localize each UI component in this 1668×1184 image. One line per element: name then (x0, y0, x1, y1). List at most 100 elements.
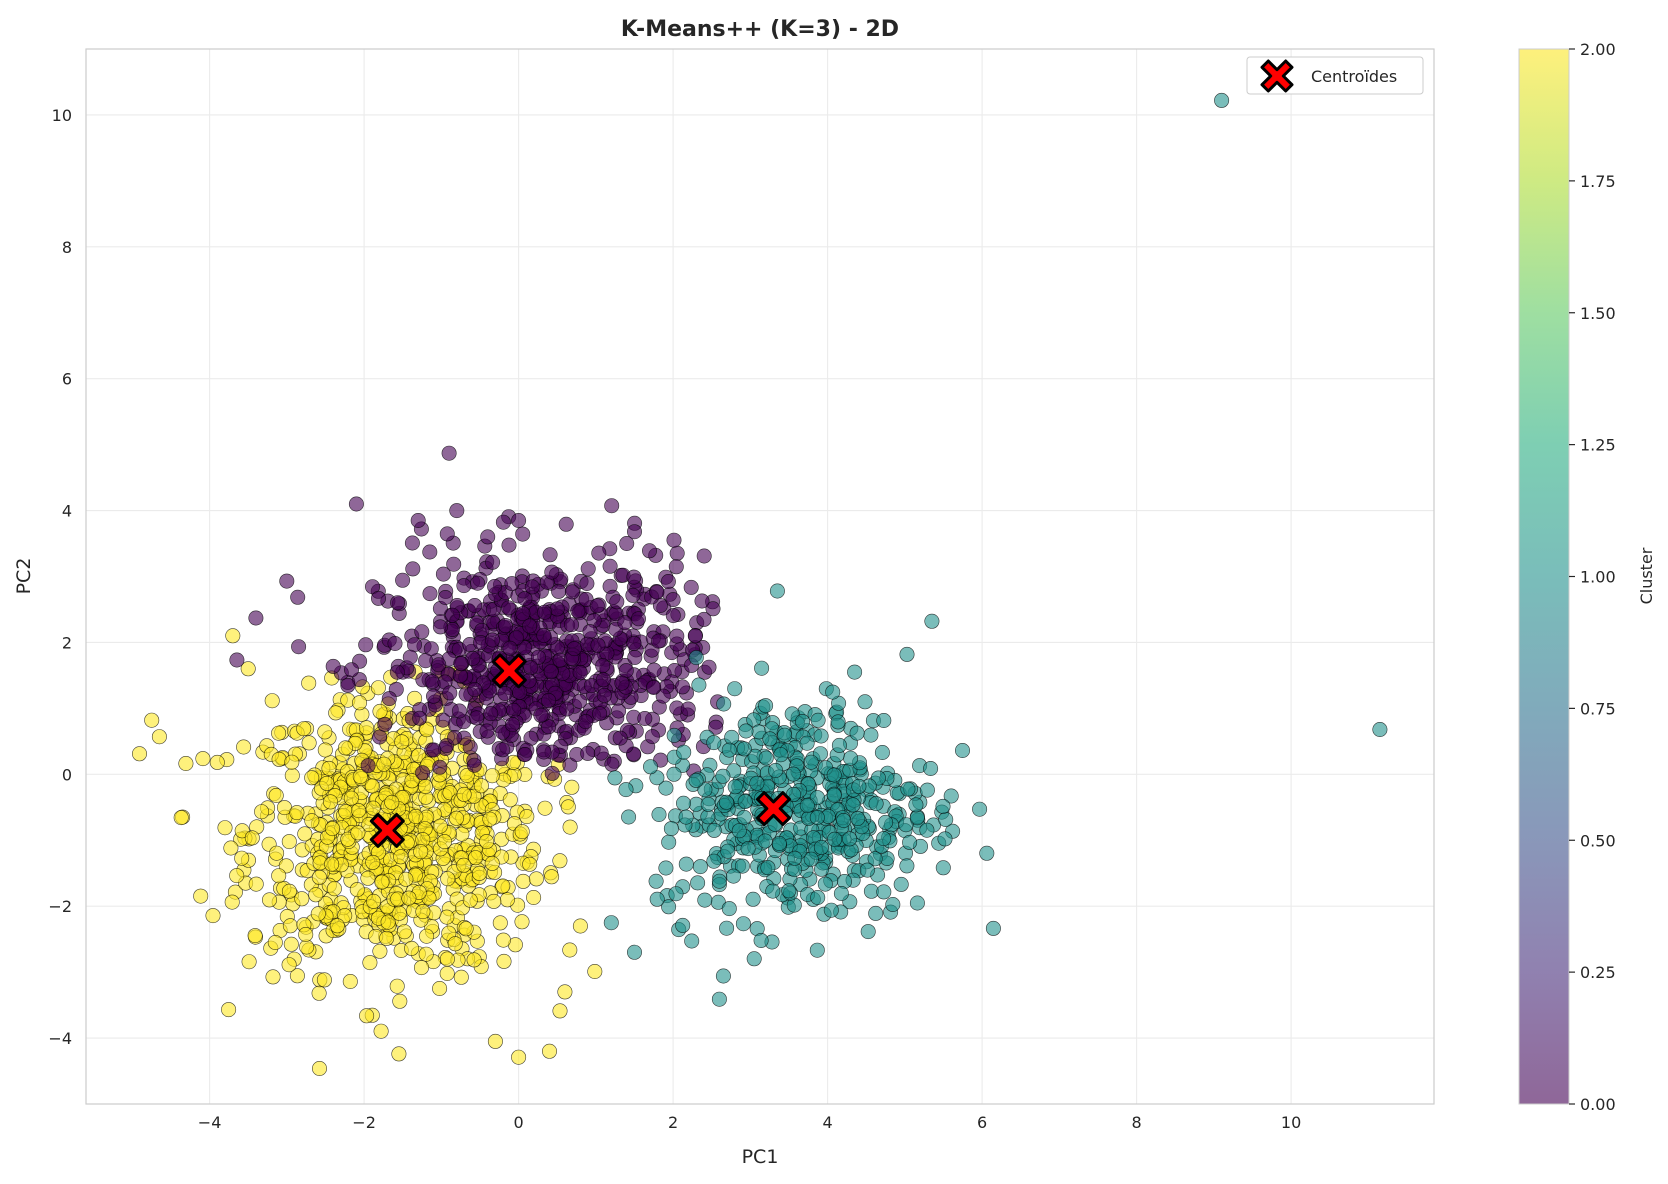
colorbar-tick-label: 0.50 (1580, 831, 1616, 850)
cluster-2-point (289, 805, 305, 821)
cluster-2-point (271, 725, 287, 741)
cluster-0-point (589, 598, 605, 614)
cluster-0-point (389, 664, 405, 680)
cluster-1-point (899, 646, 915, 662)
x-tick-label: 2 (668, 1113, 678, 1132)
cluster-1-point (825, 684, 841, 700)
cluster-2-point (267, 934, 283, 950)
cluster-2-point (229, 868, 245, 884)
cluster-0-point (592, 706, 608, 722)
cluster-0-point (551, 583, 567, 599)
cluster-0-point (431, 657, 447, 673)
cluster-2-point (349, 882, 365, 898)
cluster-2-point (453, 969, 469, 985)
cluster-0-point (404, 535, 420, 551)
cluster-0-point (668, 559, 684, 575)
cluster-0-point (497, 685, 513, 701)
cluster-1-point (727, 779, 743, 795)
cluster-0-point (558, 516, 574, 532)
cluster-1-point (736, 741, 752, 757)
cluster-1-point (706, 735, 722, 751)
cluster-1-point (688, 772, 704, 788)
cluster-2-point (328, 705, 344, 721)
cluster-0-point (439, 526, 455, 542)
colorbar-tick-label: 1.75 (1580, 172, 1616, 191)
cluster-2-point (366, 893, 382, 909)
cluster-0-point (549, 601, 565, 617)
cluster-1-point (868, 796, 884, 812)
cluster-1-point (823, 902, 839, 918)
cluster-1-point (740, 841, 756, 857)
centroid-marker-0 (491, 653, 527, 689)
cluster-1-point (688, 650, 704, 666)
cluster-0-point (559, 701, 575, 717)
cluster-2-point (564, 779, 580, 795)
cluster-2-point (484, 768, 500, 784)
cluster-0-point (390, 595, 406, 611)
cluster-2-point (376, 756, 392, 772)
cluster-0-point (572, 664, 588, 680)
cluster-0-point (479, 723, 495, 739)
cluster-2-point (439, 951, 455, 967)
cluster-2-point (541, 1043, 557, 1059)
cluster-0-point (660, 573, 676, 589)
x-tick-label: 4 (822, 1113, 832, 1132)
cluster-1-point (661, 899, 677, 915)
x-tick-label: 10 (1281, 1113, 1301, 1132)
cluster-1-point (923, 760, 939, 776)
cluster-2-point (281, 957, 297, 973)
cluster-2-point (522, 856, 538, 872)
cluster-1-point (900, 781, 916, 797)
cluster-0-point (291, 639, 307, 655)
cluster-2-point (132, 746, 148, 762)
cluster-1-point (626, 944, 642, 960)
cluster-0-point (563, 617, 579, 633)
cluster-1-point (849, 725, 865, 741)
cluster-1-point (1372, 721, 1388, 737)
cluster-0-point (708, 719, 724, 735)
cluster-2-point (298, 926, 314, 942)
cluster-2-point (193, 888, 209, 904)
cluster-2-point (337, 740, 353, 756)
cluster-1-point (859, 862, 875, 878)
x-tick-label: −4 (198, 1113, 222, 1132)
cluster-2-point (394, 734, 410, 750)
cluster-2-point (396, 924, 412, 940)
cluster-0-point (515, 526, 531, 542)
cluster-0-point (683, 579, 699, 595)
cluster-0-point (537, 604, 553, 620)
cluster-2-point (372, 943, 388, 959)
centroid-markers (369, 653, 791, 848)
cluster-2-point (317, 742, 333, 758)
cluster-1-point (810, 889, 826, 905)
plot-frame (85, 48, 1435, 1105)
cluster-2-point (404, 940, 420, 956)
cluster-2-point (537, 800, 553, 816)
cluster-2-point (352, 768, 368, 784)
cluster-2-point (301, 735, 317, 751)
cluster-2-point (223, 840, 239, 856)
cluster-1-point (760, 860, 776, 876)
cluster-2-point (499, 892, 515, 908)
cluster-0-point (495, 514, 511, 530)
y-tick-label: −4 (48, 1029, 72, 1048)
cluster-1-point (642, 759, 658, 775)
cluster-0-point (414, 624, 430, 640)
cluster-1-point (753, 932, 769, 948)
x-tick-label: 8 (1131, 1113, 1141, 1132)
cluster-0-point (441, 445, 457, 461)
cluster-0-point (609, 594, 625, 610)
cluster-1-point (736, 809, 752, 825)
cluster-1-point (909, 895, 925, 911)
cluster-0-point (348, 496, 364, 512)
cluster-0-point (626, 524, 642, 540)
cluster-2-point (514, 824, 530, 840)
cluster-0-point (515, 606, 531, 622)
cluster-0-point (480, 529, 496, 545)
cluster-2-point (439, 909, 455, 925)
y-tick-label: −2 (48, 897, 72, 916)
cluster-0-point (666, 532, 682, 548)
cluster-2-point (304, 813, 320, 829)
cluster-1-point (773, 747, 789, 763)
cluster-1-point (697, 892, 713, 908)
